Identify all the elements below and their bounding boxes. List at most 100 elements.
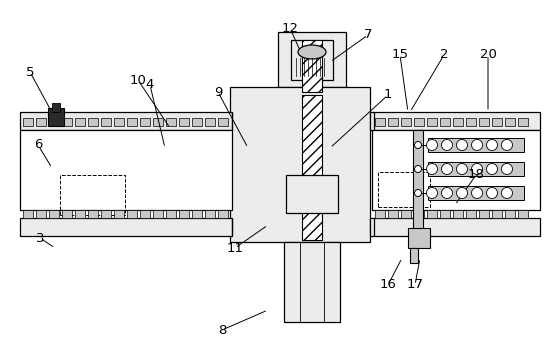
Text: 9: 9 [214, 85, 222, 98]
Ellipse shape [298, 45, 326, 59]
Bar [36, 210, 46, 218]
Bar [75, 210, 85, 218]
Bar [428, 138, 524, 152]
Bar [408, 228, 430, 248]
Circle shape [427, 163, 438, 174]
Text: 2: 2 [440, 48, 448, 61]
Bar [20, 130, 232, 210]
Text: 12: 12 [282, 22, 299, 34]
Bar [284, 242, 340, 322]
Circle shape [415, 165, 422, 173]
Bar [75, 118, 85, 126]
Text: 16: 16 [380, 279, 396, 292]
Bar [372, 130, 540, 210]
Bar [370, 218, 374, 236]
Text: 20: 20 [480, 48, 496, 61]
Bar [127, 118, 137, 126]
Circle shape [457, 163, 468, 174]
Text: 3: 3 [36, 232, 44, 244]
Circle shape [427, 187, 438, 199]
Text: 15: 15 [391, 48, 408, 61]
Bar [479, 210, 489, 218]
Bar [414, 210, 424, 218]
Bar [23, 210, 33, 218]
Bar [427, 118, 437, 126]
Bar [179, 118, 189, 126]
Bar [410, 248, 418, 263]
Bar [370, 112, 374, 130]
Bar [20, 218, 232, 236]
Bar [302, 40, 322, 92]
Bar [518, 118, 528, 126]
Bar [375, 118, 385, 126]
Bar [414, 118, 424, 126]
Bar [505, 210, 515, 218]
Circle shape [486, 163, 497, 174]
Bar [60, 175, 125, 215]
Bar [453, 210, 463, 218]
Bar [49, 118, 59, 126]
Bar [466, 210, 476, 218]
Circle shape [457, 140, 468, 150]
Circle shape [442, 163, 453, 174]
Bar [230, 87, 370, 242]
Bar [505, 118, 515, 126]
Bar [192, 118, 202, 126]
Bar [205, 210, 215, 218]
Circle shape [442, 187, 453, 199]
Circle shape [486, 140, 497, 150]
Bar [479, 118, 489, 126]
Bar [440, 118, 450, 126]
Bar [20, 112, 232, 130]
Circle shape [471, 163, 482, 174]
Bar [88, 210, 98, 218]
Bar [153, 210, 163, 218]
Bar [401, 118, 411, 126]
Bar [140, 210, 150, 218]
Circle shape [502, 163, 512, 174]
Bar [114, 118, 124, 126]
Bar [205, 118, 215, 126]
Circle shape [457, 187, 468, 199]
Text: 8: 8 [218, 323, 226, 336]
Text: 5: 5 [26, 65, 34, 79]
Bar [428, 162, 524, 176]
Bar [218, 210, 228, 218]
Bar [466, 118, 476, 126]
Bar [62, 210, 72, 218]
Bar [440, 210, 450, 218]
Bar [453, 118, 463, 126]
Circle shape [486, 187, 497, 199]
Bar [101, 118, 111, 126]
Bar [372, 112, 540, 130]
Bar [428, 186, 524, 200]
Bar [372, 218, 540, 236]
Text: 7: 7 [364, 28, 372, 42]
Circle shape [471, 140, 482, 150]
Bar [192, 210, 202, 218]
Bar [48, 108, 64, 126]
Bar [23, 118, 33, 126]
Bar [62, 118, 72, 126]
Bar [427, 210, 437, 218]
Bar [388, 210, 398, 218]
Bar [153, 118, 163, 126]
Bar [302, 95, 322, 240]
Bar [140, 118, 150, 126]
Bar [401, 210, 411, 218]
Text: 1: 1 [384, 89, 392, 102]
Bar [101, 210, 111, 218]
Circle shape [471, 187, 482, 199]
Circle shape [427, 140, 438, 150]
Bar [166, 210, 176, 218]
Bar [291, 40, 333, 80]
Bar [518, 210, 528, 218]
Text: 6: 6 [34, 139, 42, 151]
Bar [52, 103, 60, 112]
Bar [492, 118, 502, 126]
Circle shape [502, 140, 512, 150]
Bar [127, 210, 137, 218]
Bar [179, 210, 189, 218]
Text: 17: 17 [406, 279, 423, 292]
Circle shape [415, 190, 422, 196]
